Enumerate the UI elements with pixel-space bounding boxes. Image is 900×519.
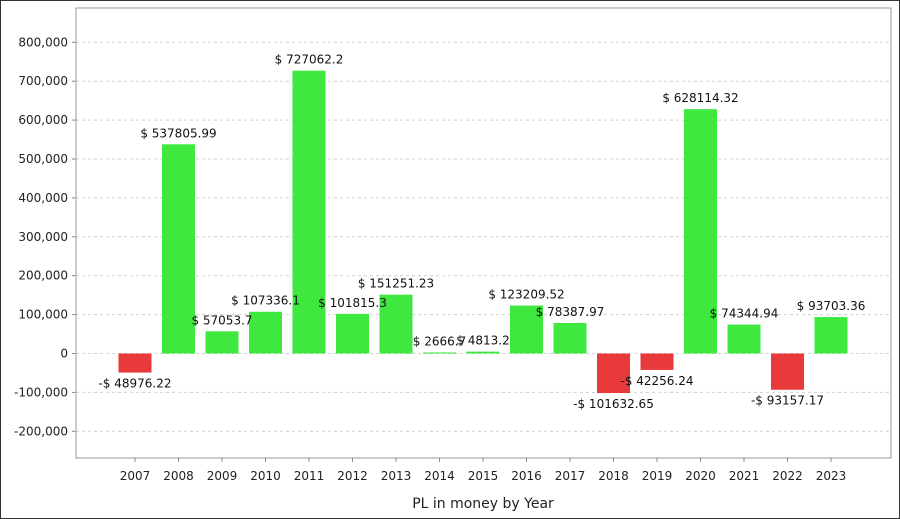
x-axis-title: PL in money by Year [412, 496, 554, 512]
x-tick-label-2018: 2018 [598, 469, 629, 483]
x-axis: 2007 2008 2009 2010 2011 2012 2013 2014 2015 2016… [120, 458, 847, 483]
data-label-2016: $ 123209.52 [488, 288, 564, 302]
x-tick-label-2022: 2022 [772, 469, 803, 483]
x-tick-label-2015: 2015 [468, 469, 499, 483]
data-label-2013: $ 151251.23 [358, 277, 434, 291]
bar-2009 [205, 331, 239, 354]
x-tick-label-2013: 2013 [381, 469, 412, 483]
data-label-2018: -$ 101632.65 [573, 397, 654, 411]
y-tick-label: 400,000 [18, 191, 68, 205]
y-tick-label: 200,000 [18, 269, 68, 283]
x-tick-label-2014: 2014 [424, 469, 455, 483]
y-tick-label: 700,000 [18, 74, 68, 88]
x-tick-label-2019: 2019 [642, 469, 673, 483]
x-tick-label-2020: 2020 [685, 469, 716, 483]
bar-2017 [553, 323, 587, 354]
bars [118, 70, 848, 394]
data-label-2019: -$ 42256.24 [620, 374, 693, 388]
y-tick-label: 100,000 [18, 308, 68, 322]
bar-2023 [814, 317, 848, 354]
data-label-2012: $ 101815.3 [318, 296, 387, 310]
x-tick-label-2011: 2011 [294, 469, 325, 483]
y-tick-label: 300,000 [18, 230, 68, 244]
bar-2011 [292, 70, 326, 354]
y-tick-label: 600,000 [18, 113, 68, 127]
bar-2008 [162, 144, 195, 354]
data-label-2020: $ 628114.32 [662, 91, 738, 105]
data-label-2023: $ 93703.36 [797, 299, 866, 313]
x-tick-label-2010: 2010 [250, 469, 281, 483]
data-label-2008: $ 537805.99 [140, 126, 216, 140]
data-label-2014: $ 2666.7 [413, 334, 466, 348]
x-tick-label-2017: 2017 [555, 469, 586, 483]
bar-2012 [336, 313, 369, 354]
data-label-2009: $ 57053.7 [191, 313, 252, 327]
data-label-2011: $ 727062.2 [275, 53, 344, 67]
y-tick-label: 0 [60, 347, 68, 361]
data-label-2021: $ 74344.94 [710, 307, 779, 321]
gridlines [75, 7, 892, 459]
x-tick-label-2012: 2012 [337, 469, 368, 483]
data-label-2010: $ 107336.1 [231, 294, 300, 308]
bar-2016 [510, 305, 543, 354]
bar-2010 [249, 311, 282, 354]
bar-2013 [379, 294, 413, 354]
x-tick-label-2009: 2009 [207, 469, 238, 483]
bar-2018 [597, 353, 630, 394]
data-label-2022: -$ 93157.17 [751, 394, 824, 408]
x-tick-label-2023: 2023 [816, 469, 847, 483]
data-labels: -$ 48976.22 $ 537805.99 $ 57053.7 $ 107336.… [98, 53, 865, 411]
y-tick-label: 500,000 [18, 152, 68, 166]
y-tick-label: -100,000 [14, 385, 68, 399]
plot-area [75, 7, 892, 459]
bar-2020 [684, 109, 717, 354]
bar-2014 [423, 352, 456, 354]
bar-2019 [640, 353, 674, 370]
data-label-2015: $ 4813.2 [456, 334, 509, 348]
x-tick-label-2008: 2008 [163, 469, 194, 483]
bar-2015 [466, 351, 500, 354]
x-tick-label-2021: 2021 [729, 469, 760, 483]
y-tick-label: 800,000 [18, 35, 68, 49]
x-tick-label-2007: 2007 [120, 469, 151, 483]
y-axis: 800,000 700,000 600,000 500,000 400,000 300,0… [14, 35, 76, 438]
bar-2022 [771, 353, 804, 390]
data-label-2017: $ 78387.97 [536, 305, 605, 319]
bar-2021 [727, 324, 761, 354]
x-tick-label-2016: 2016 [511, 469, 542, 483]
bar-2007 [118, 353, 152, 373]
data-label-2007: -$ 48976.22 [98, 377, 171, 391]
y-tick-label: -200,000 [14, 424, 68, 438]
